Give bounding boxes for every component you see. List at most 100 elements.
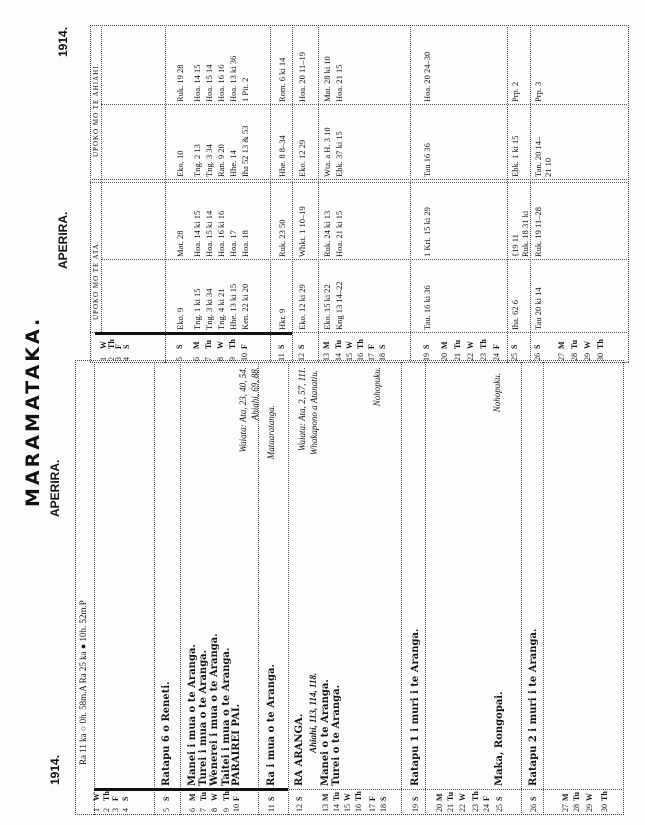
- row-divider: [165, 27, 166, 363]
- day-of-week: M: [192, 341, 201, 349]
- day-number: 24: [482, 804, 491, 812]
- day-of-week: Tu: [334, 339, 343, 349]
- row-divider: [154, 362, 155, 815]
- day-of-week: W: [216, 341, 225, 349]
- lesson-cell: Hoa. 16 16: [216, 64, 226, 102]
- calendar-entry: Turei o te Aranga.: [331, 684, 342, 786]
- lesson-cell: Tng. 3 ki 34: [204, 288, 214, 330]
- day-number: 6: [192, 357, 201, 361]
- lesson-cell: Eko. 10: [175, 150, 185, 177]
- row-divider: [543, 362, 544, 815]
- day-number: 14: [332, 804, 341, 812]
- day-number: 26: [529, 804, 538, 812]
- day-of-week: Tu: [204, 339, 213, 349]
- lesson-cell: Tau 16 36: [422, 143, 432, 177]
- moon-phases: Ra 11 ka ○ 0h. 58m.A Ra 25 ka ● 10h. 52m…: [78, 600, 88, 765]
- lesson-cell: Hhe. 8 8–34: [277, 135, 287, 177]
- calendar-entry: Maka, Rongopai.: [494, 691, 505, 786]
- row-divider: [258, 362, 259, 815]
- calendar-entry: Wenerei i mua o te Aranga.: [209, 633, 220, 786]
- day-of-week: W: [345, 341, 354, 349]
- day-of-week: Th: [600, 791, 609, 801]
- day-of-week: F: [367, 344, 376, 349]
- day-number: 12: [297, 353, 306, 361]
- lesson-cell: Eko. 15 ki 22: [322, 284, 332, 330]
- day-number: 24: [492, 353, 501, 361]
- lesson-cell: Hhe. 14: [228, 150, 238, 177]
- day-number: 10: [240, 353, 249, 361]
- day-of-week: Th: [228, 339, 237, 349]
- day-number: 22: [458, 804, 467, 812]
- day-of-week: F: [482, 796, 491, 801]
- page-title: MARAMATAKA.: [22, 315, 44, 507]
- lesson-cell: Hoa. 14 ki 15: [192, 210, 202, 257]
- day-of-week: S: [121, 796, 130, 801]
- day-number: 27: [561, 804, 570, 812]
- lesson-cell: Tau. 16 ki 36: [422, 285, 432, 330]
- day-number: 16: [356, 353, 365, 361]
- calendar-entry: Ratapu 6 o Reneti.: [161, 681, 172, 786]
- day-of-week: S: [529, 796, 538, 801]
- row-divider: [401, 362, 402, 815]
- day-number: 26: [533, 353, 542, 361]
- day-of-week: M: [435, 793, 444, 801]
- lesson-cell: Mat. 28: [175, 230, 185, 257]
- calendar-entry: Ra i mua o te Aranga.: [266, 664, 277, 786]
- day-number: 21: [446, 804, 455, 812]
- row-divider: [288, 362, 289, 815]
- column-divider: [101, 104, 627, 105]
- lesson-cell: Eko. 9: [175, 307, 185, 330]
- day-of-week: Tu: [570, 339, 579, 349]
- row-divider: [425, 362, 426, 815]
- day-number: 11: [277, 353, 286, 361]
- day-number: 11: [267, 804, 276, 812]
- day-number: 8: [216, 357, 225, 361]
- day-of-week: S: [277, 344, 286, 349]
- day-number: 14: [334, 353, 343, 361]
- day-number: 17: [367, 353, 376, 361]
- day-number: 4: [121, 808, 130, 812]
- lesson-cell: Kng 13 14–22: [334, 281, 344, 330]
- day-number: 6: [188, 808, 197, 812]
- day-of-week: M: [321, 793, 330, 801]
- calendar-entry: Ratapu 2 i muri i te Aranga.: [528, 628, 539, 786]
- day-of-week: S: [495, 796, 504, 801]
- day-of-week: Tu: [199, 791, 208, 801]
- lesson-cell: Hoa. 21 15: [334, 64, 344, 102]
- day-of-week: S: [422, 344, 431, 349]
- day-number: 15: [345, 353, 354, 361]
- side-note: Nohopuku.: [372, 367, 382, 407]
- day-number: 7: [204, 357, 213, 361]
- day-number: 13: [322, 353, 331, 361]
- evening-hymns: Ahiahi, 113, 114, 118.: [308, 672, 318, 753]
- lesson-cell: 1 Kri. 15 ki 29: [422, 207, 432, 257]
- day-number: 19: [422, 353, 431, 361]
- lesson-cell: Ken. 22 ki 20: [240, 283, 250, 330]
- day-number: 12: [295, 804, 304, 812]
- day-of-week: W: [466, 341, 475, 349]
- lesson-cell: Hoa. 15 14: [204, 64, 214, 102]
- row-divider: [507, 27, 508, 363]
- day-number: 9: [228, 357, 237, 361]
- day-number: 28: [570, 353, 579, 361]
- row-divider: [410, 27, 411, 363]
- day-number: 18: [379, 804, 388, 812]
- day-number: 15: [343, 804, 352, 812]
- lesson-cell: Iha 52 13 & 53: [240, 125, 250, 177]
- day-number: 1: [92, 808, 101, 812]
- right-year: 1914.: [56, 26, 70, 57]
- day-of-week: S: [162, 796, 171, 801]
- day-of-week: Th: [596, 339, 605, 349]
- day-of-week: S: [295, 796, 304, 801]
- day-of-week: W: [92, 793, 101, 801]
- lesson-cell: Prp. 2: [510, 81, 520, 102]
- lesson-cell: Ruk. 19 28: [175, 64, 185, 102]
- day-of-week: F: [111, 796, 120, 801]
- day-of-week: S: [378, 344, 387, 349]
- day-number: 21: [453, 353, 462, 361]
- day-of-week: F: [492, 344, 501, 349]
- date-column-rule: [95, 332, 292, 335]
- day-of-week: S: [122, 344, 131, 349]
- side-note: Mataaratanga.: [266, 405, 276, 460]
